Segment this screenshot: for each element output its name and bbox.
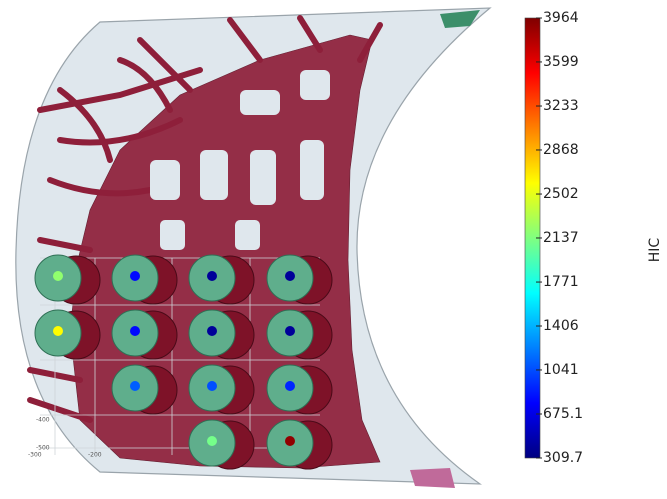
colorbar-tick-label: 2137 — [543, 230, 579, 246]
colorbar-label: HIC — [647, 238, 663, 263]
impact-point — [285, 271, 295, 281]
fitting — [410, 468, 455, 488]
colorbar-tick-label: 1406 — [543, 318, 579, 334]
impact-point — [285, 381, 295, 391]
view-axis-label: -300 — [28, 452, 42, 459]
impact-point — [130, 326, 140, 336]
impact-point — [285, 326, 295, 336]
impact-point — [53, 271, 63, 281]
colorbar-tick-label: 3599 — [543, 54, 579, 70]
colorbar-tick-label: 1771 — [543, 274, 579, 290]
impact-point — [207, 271, 217, 281]
colorbar-tick-label: 3233 — [543, 98, 579, 114]
colorbar: 3964 3599 3233 2868 2502 2137 1771 1406 1041 675.… — [525, 10, 583, 466]
colorbar-tick-label: 3964 — [543, 10, 579, 26]
impact-point — [207, 436, 217, 446]
view-axis-label: -200 — [88, 452, 102, 459]
screen: -300 -200 -400 -500 3964 3599 3233 2868 2502… — [0, 0, 667, 495]
colorbar-tick-label: 2868 — [543, 142, 579, 158]
impact-point — [285, 436, 295, 446]
colorbar-tick-label: 2502 — [543, 186, 579, 202]
colorbar-tick-label: 309.7 — [543, 450, 583, 466]
view-axis-label: -500 — [36, 445, 50, 452]
impact-point — [130, 381, 140, 391]
colorbar-tick-label: 1041 — [543, 362, 579, 378]
impact-point — [207, 326, 217, 336]
impact-point — [53, 326, 63, 336]
view-axis-label: -400 — [36, 417, 50, 424]
impact-point — [130, 271, 140, 281]
impact-point — [207, 381, 217, 391]
colorbar-tick-label: 675.1 — [543, 406, 583, 422]
